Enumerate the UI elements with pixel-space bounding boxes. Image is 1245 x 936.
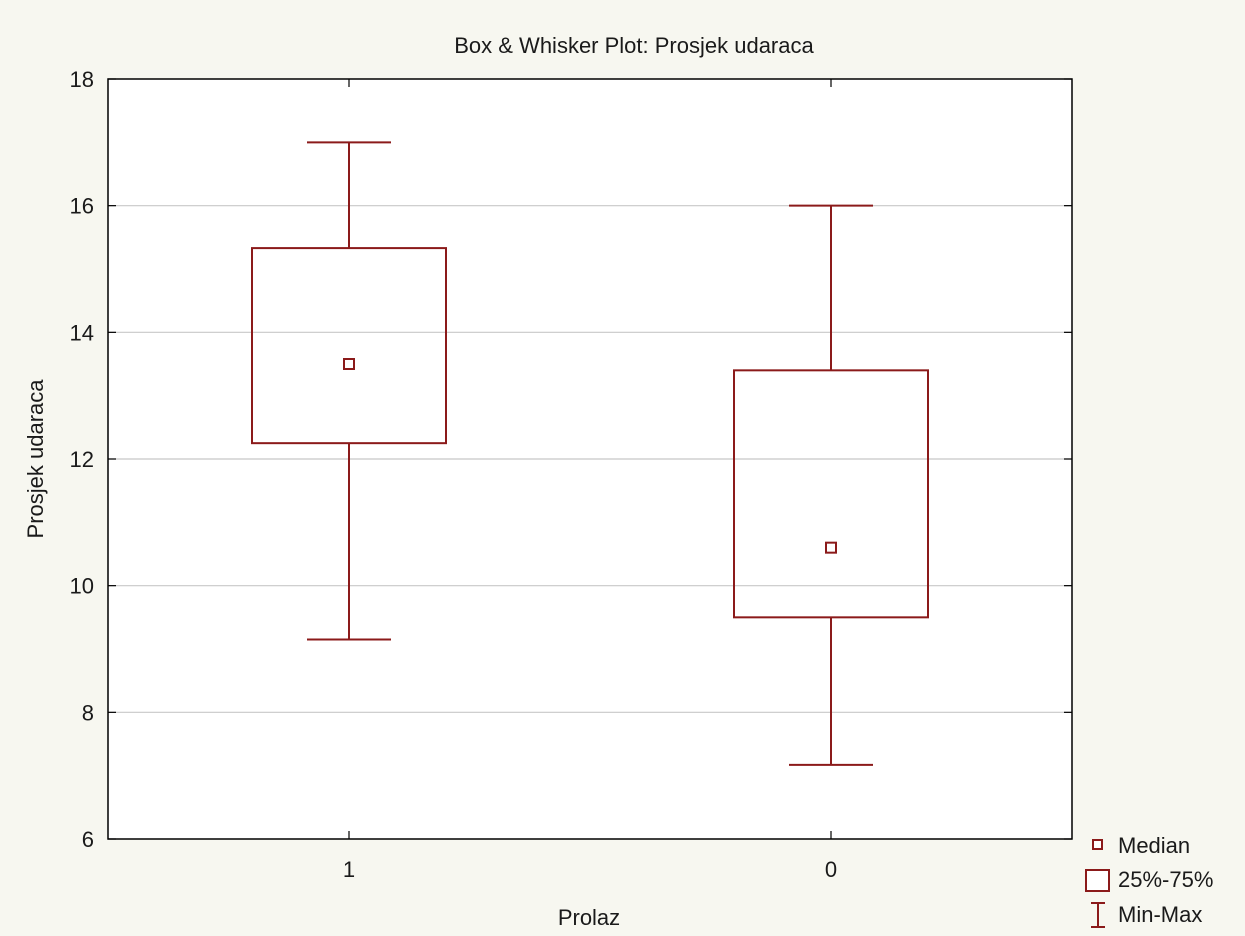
- y-axis-label: Prosjek udaraca: [23, 379, 48, 539]
- legend-label-box: 25%-75%: [1118, 867, 1213, 892]
- legend-median-icon: [1092, 839, 1103, 850]
- plot-frame: [107, 78, 1073, 840]
- gridlines: [108, 205, 1072, 713]
- chart-title: Box & Whisker Plot: Prosjek udaraca: [454, 33, 814, 58]
- box-group-0: [733, 204, 929, 766]
- y-tick-label: 12: [70, 447, 94, 472]
- median-marker: [825, 541, 837, 554]
- y-tick-label: 14: [70, 320, 94, 345]
- legend-item-median: Median: [1092, 833, 1190, 858]
- legend-item-whisker: Min-Max: [1091, 902, 1202, 928]
- y-axis: 6 8 10 12 14 16 18: [70, 67, 1072, 852]
- legend-item-box: 25%-75%: [1085, 867, 1213, 892]
- legend: Median 25%-75% Min-Max: [1085, 833, 1213, 928]
- x-tick-label: 0: [825, 857, 837, 882]
- iqr-box: [251, 247, 447, 445]
- legend-label-whisker: Min-Max: [1118, 902, 1202, 927]
- box-group-1: [251, 141, 447, 641]
- y-tick-label: 6: [82, 827, 94, 852]
- y-tick-label: 10: [70, 574, 94, 599]
- y-tick-label: 18: [70, 67, 94, 92]
- x-axis-label: Prolaz: [558, 905, 620, 930]
- legend-label-median: Median: [1118, 833, 1190, 858]
- iqr-box: [733, 369, 929, 619]
- y-tick-label: 8: [82, 700, 94, 725]
- x-tick-label: 1: [343, 857, 355, 882]
- legend-whisker-icon: [1091, 902, 1105, 928]
- y-tick-label: 16: [70, 194, 94, 219]
- median-marker: [343, 358, 355, 370]
- legend-box-icon: [1085, 869, 1110, 892]
- box-series: [251, 141, 929, 766]
